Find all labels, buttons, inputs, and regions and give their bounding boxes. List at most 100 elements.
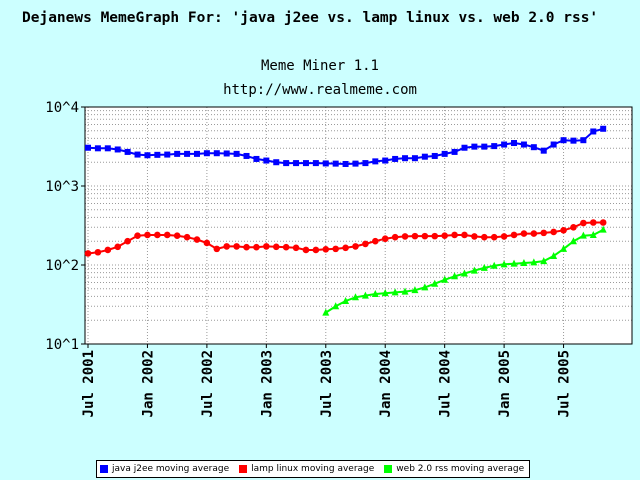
data-point (421, 283, 429, 291)
data-point (401, 287, 409, 295)
data-point (480, 233, 488, 241)
data-point (174, 150, 181, 157)
data-point (392, 155, 399, 162)
y-tick-label: 10^2 (45, 258, 79, 274)
data-point (312, 160, 319, 167)
data-point (590, 128, 597, 135)
data-point (481, 143, 488, 150)
data-point (570, 224, 577, 231)
data-point (114, 146, 121, 153)
y-tick-label: 10^4 (45, 100, 79, 116)
data-point (600, 125, 607, 132)
chart-legend: java j2ee moving average lamp linux movin… (96, 460, 531, 478)
data-point (283, 160, 290, 167)
data-point (203, 239, 211, 247)
data-point (163, 231, 171, 239)
data-point (579, 231, 587, 239)
data-point (510, 231, 518, 239)
data-point (490, 233, 498, 241)
legend-swatch (100, 465, 108, 473)
data-point (520, 259, 528, 267)
data-point (332, 302, 340, 310)
data-point (253, 243, 260, 251)
legend-item: web 2.0 rss moving average (384, 464, 524, 474)
data-point (322, 308, 330, 316)
data-point (293, 160, 300, 167)
data-point (243, 152, 250, 159)
data-point (223, 150, 230, 157)
data-point (361, 291, 369, 299)
data-point (511, 140, 518, 147)
data-point (589, 230, 597, 238)
data-point (381, 289, 389, 297)
data-point (560, 226, 567, 234)
legend-swatch (384, 465, 393, 473)
data-point (273, 159, 280, 166)
data-point (441, 275, 449, 283)
data-point (302, 160, 309, 167)
data-point (104, 246, 112, 254)
data-point (471, 143, 478, 150)
data-point (599, 225, 607, 233)
data-point (540, 147, 547, 154)
data-point (510, 259, 518, 267)
data-point (322, 160, 329, 167)
data-point (85, 144, 91, 151)
data-point (520, 141, 527, 148)
data-point (491, 143, 498, 150)
y-tick-label: 10^3 (45, 179, 79, 195)
data-point (381, 235, 389, 243)
legend-item: lamp linux moving average (239, 464, 374, 474)
data-point (451, 148, 458, 155)
data-point (362, 240, 369, 248)
data-point (431, 152, 438, 159)
data-point (461, 144, 468, 151)
data-point (580, 219, 587, 227)
plot-frame (84, 106, 633, 345)
data-point (490, 261, 498, 269)
data-point (292, 244, 300, 252)
data-point (530, 230, 538, 237)
legend-label: lamp linux moving average (251, 464, 375, 474)
data-point (382, 157, 389, 164)
data-point (154, 151, 161, 158)
x-tick-label: Jul 2005 (557, 350, 573, 417)
data-point (461, 231, 468, 239)
data-point (471, 233, 478, 240)
x-tick-label: Jul 2003 (319, 350, 335, 417)
y-tick-label: 10^1 (45, 337, 79, 353)
data-point (164, 151, 171, 158)
x-tick-label: Jan 2003 (259, 350, 275, 417)
data-point (193, 236, 201, 243)
data-point (560, 137, 567, 144)
data-point (342, 244, 349, 252)
plot-area (85, 107, 632, 344)
data-point (550, 251, 558, 259)
data-point (470, 266, 478, 274)
data-point (134, 232, 141, 239)
x-tick-label: Jul 2004 (438, 350, 454, 417)
source-url: http://www.realmeme.com (223, 82, 417, 98)
data-point (144, 231, 151, 239)
data-point (352, 243, 359, 250)
data-point (372, 158, 379, 165)
data-point (352, 293, 359, 301)
data-point (372, 237, 379, 245)
data-point (312, 246, 320, 254)
data-point (213, 245, 221, 253)
x-tick-label: Jan 2004 (378, 350, 394, 417)
data-point (589, 219, 597, 226)
data-point (421, 153, 428, 160)
x-tick-label: Jan 2002 (140, 350, 156, 417)
data-point (94, 145, 101, 152)
data-point (253, 155, 260, 162)
data-point (402, 155, 409, 162)
data-point (124, 148, 131, 155)
legend-label: java j2ee moving average (112, 464, 230, 474)
data-point (441, 232, 448, 239)
data-point (550, 141, 557, 148)
data-point (144, 152, 151, 159)
data-point (342, 160, 349, 167)
data-point (104, 145, 111, 152)
